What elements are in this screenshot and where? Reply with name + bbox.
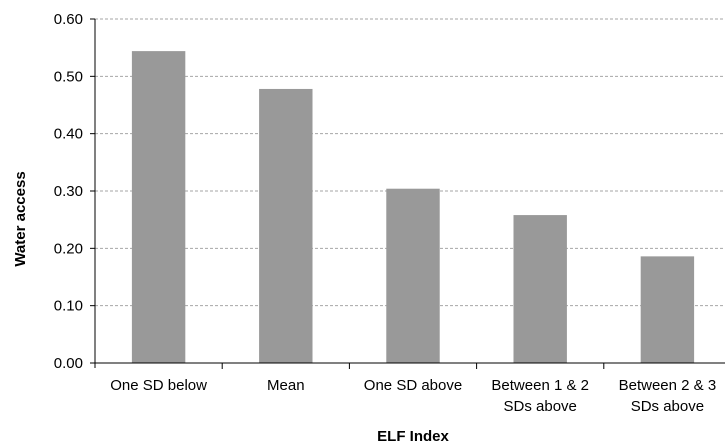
x-tick-label: One SD above [364, 377, 462, 394]
x-tick-label-line: Mean [267, 377, 305, 394]
y-tick-label: 0.60 [54, 11, 83, 28]
bar [513, 215, 567, 363]
x-tick-label-line: Between 1 & 2 [491, 377, 589, 394]
bar [386, 188, 440, 363]
axes [90, 18, 725, 369]
y-tick-label: 0.20 [54, 240, 83, 257]
x-tick-label-line: Between 2 & 3 [619, 377, 717, 394]
x-tick-label: Mean [267, 377, 305, 394]
y-tick-label: 0.50 [54, 68, 83, 85]
bars [131, 51, 695, 364]
bar [259, 88, 313, 364]
bar [640, 256, 695, 363]
y-axis-title: Water access [12, 171, 29, 266]
y-tick-label: 0.00 [54, 355, 83, 372]
bar [131, 51, 186, 364]
x-tick-label: One SD below [110, 377, 207, 394]
x-axis-title: ELF Index [377, 428, 449, 445]
x-tick-label: Between 2 & 3 SDs above [619, 377, 717, 415]
x-tick-label-line: One SD below [110, 377, 207, 394]
x-tick-labels: One SD below Mean One SD above Between 1 & … [110, 377, 716, 415]
y-tick-label: 0.10 [54, 298, 83, 315]
x-tick-label-line: SDs above [631, 398, 704, 415]
y-tick-label: 0.30 [54, 183, 83, 200]
x-tick-label: Between 1 & 2 SDs above [491, 377, 589, 415]
y-tick-label: 0.40 [54, 126, 83, 143]
y-tick-labels: 0.00 0.10 0.20 0.30 0.40 0.50 0.60 [54, 11, 83, 372]
x-tick-label-line: SDs above [504, 398, 577, 415]
x-tick-label-line: One SD above [364, 377, 462, 394]
